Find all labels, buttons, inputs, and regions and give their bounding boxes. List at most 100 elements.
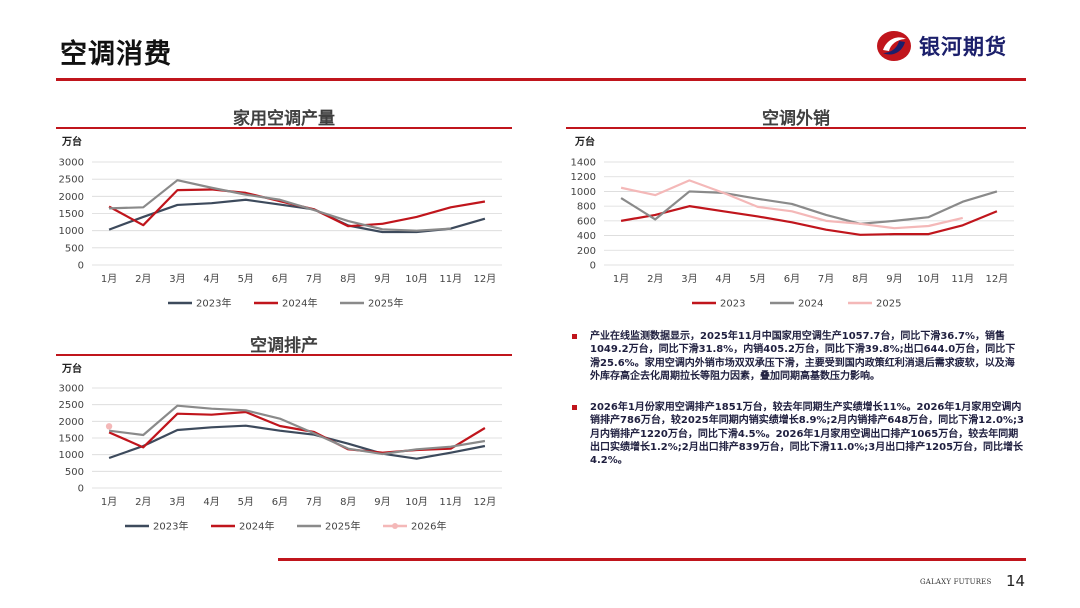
bullet-square-icon	[572, 405, 577, 411]
schedule-line-chart: 0 500 1000 1500 2000 2500 3000 1月 2月 3月 4月 5月 6月 7月 8月…	[59, 384, 502, 533]
series-line	[620, 190, 998, 225]
x-tick-label: 3月	[169, 273, 185, 285]
y-tick-label: 1000	[59, 450, 84, 461]
x-tick-label: 7月	[818, 273, 834, 285]
y-unit-label: 万台	[62, 137, 82, 148]
y-tick-label: 3000	[59, 384, 84, 395]
x-tick-label: 10月	[917, 273, 940, 285]
x-tick-label: 1月	[613, 273, 629, 285]
x-tick-label: 4月	[203, 496, 219, 508]
y-tick-label: 2000	[59, 192, 84, 203]
x-tick-label: 5月	[238, 273, 254, 285]
x-tick-label: 8月	[340, 273, 356, 285]
x-tick-label: 2月	[135, 496, 151, 508]
chart-title-rule	[56, 354, 512, 356]
y-tick-label: 2500	[59, 400, 84, 411]
y-tick-label: 200	[577, 246, 596, 257]
x-tick-label: 3月	[169, 496, 185, 508]
y-tick-label: 3000	[59, 158, 84, 169]
x-tick-label: 5月	[238, 496, 254, 508]
page-number: 14	[1006, 572, 1026, 590]
legend-label: 2025年	[325, 520, 360, 533]
x-tick-label: 9月	[374, 496, 390, 508]
y-tick-label: 1000	[59, 226, 84, 237]
series-line	[109, 179, 451, 232]
series-line	[108, 198, 486, 234]
y-unit-label: 万台	[62, 364, 82, 375]
series-line	[108, 404, 486, 456]
title-divider	[56, 78, 1026, 81]
series-line	[620, 179, 964, 230]
legend-label: 2024年	[239, 520, 274, 533]
x-tick-label: 12月	[474, 496, 497, 508]
x-tick-label: 2月	[647, 273, 663, 285]
series-line	[108, 424, 486, 460]
x-tick-label: 8月	[852, 273, 868, 285]
y-tick-label: 500	[65, 467, 84, 478]
series-line	[620, 205, 998, 236]
legend-label: 2024年	[282, 297, 317, 310]
y-tick-label: 1400	[571, 158, 596, 169]
x-tick-label: 7月	[306, 496, 322, 508]
bullet-square-icon	[572, 334, 577, 339]
legend-label: 2023年	[196, 297, 231, 310]
galaxy-logo-icon	[877, 31, 911, 61]
commentary: 产业在线监测数据显示，2025年11月中国家用空调生产1057.7台，同比下滑3…	[572, 330, 1024, 486]
legend-label: 2025年	[368, 297, 403, 310]
legend-label: 2023	[720, 299, 745, 310]
legend-label: 2025	[876, 299, 901, 310]
x-tick-label: 8月	[340, 496, 356, 508]
x-tick-label: 10月	[405, 273, 428, 285]
production-line-chart: 0 500 1000 1500 2000 2500 3000 1月 2月 3月 4月 5月 6月 7月 8月…	[59, 158, 502, 310]
y-tick-label: 1500	[59, 209, 84, 220]
export-line-chart: 0 200 400 600 800 1000 1200 1400 1月 2月 3月 4月 5月 6月 7月 8…	[571, 158, 1014, 310]
note-paragraph: 产业在线监测数据显示，2025年11月中国家用空调生产1057.7台，同比下滑3…	[572, 330, 1024, 383]
brand-name: 银河期货	[919, 35, 1007, 59]
x-tick-label: 4月	[203, 273, 219, 285]
x-tick-label: 10月	[405, 496, 428, 508]
chart-title-rule	[56, 127, 512, 129]
y-tick-label: 1000	[571, 187, 596, 198]
y-tick-label: 0	[590, 261, 596, 272]
legend-label: 2024	[798, 299, 823, 310]
page-title: 空调消费	[60, 39, 172, 70]
x-tick-label: 11月	[439, 496, 462, 508]
x-tick-label: 7月	[306, 273, 322, 285]
legend-label: 2026年	[411, 520, 446, 533]
footer-divider	[278, 558, 1026, 561]
chart-title-export: 空调外销	[762, 109, 830, 129]
x-tick-label: 3月	[681, 273, 697, 285]
y-tick-label: 2500	[59, 175, 84, 186]
x-tick-label: 6月	[272, 496, 288, 508]
legend-marker	[392, 523, 398, 529]
note-paragraph: 2026年1月份家用空调排产1851万台，较去年同期生产实绩增长11%。2026…	[572, 401, 1024, 467]
chart-title-rule	[566, 127, 1026, 129]
chart-title-production: 家用空调产量	[233, 109, 335, 129]
x-tick-label: 2月	[135, 273, 151, 285]
x-tick-label: 11月	[951, 273, 974, 285]
chart-title-schedule: 空调排产	[250, 336, 318, 356]
note-text: 2026年1月份家用空调排产1851万台，较去年同期生产实绩增长11%。2026…	[590, 402, 1024, 467]
series-point	[105, 423, 113, 430]
x-tick-label: 12月	[986, 273, 1009, 285]
x-tick-label: 6月	[272, 273, 288, 285]
y-tick-label: 0	[78, 484, 84, 495]
y-tick-label: 400	[577, 231, 596, 242]
legend-label: 2023年	[153, 520, 188, 533]
x-tick-label: 4月	[715, 273, 731, 285]
note-text: 产业在线监测数据显示，2025年11月中国家用空调生产1057.7台，同比下滑3…	[590, 331, 1016, 382]
y-tick-label: 1200	[571, 172, 596, 183]
footer-brand: GALAXY FUTURES	[920, 578, 992, 586]
x-tick-label: 1月	[101, 496, 117, 508]
y-tick-label: 500	[65, 243, 84, 254]
y-tick-label: 600	[577, 216, 596, 227]
y-tick-label: 2000	[59, 417, 84, 428]
x-tick-label: 12月	[474, 273, 497, 285]
x-tick-label: 1月	[101, 273, 117, 285]
x-tick-label: 5月	[750, 273, 766, 285]
x-tick-label: 9月	[886, 273, 902, 285]
x-tick-label: 9月	[374, 273, 390, 285]
brand-logo: 银河期货	[875, 28, 1007, 64]
y-unit-label: 万台	[575, 137, 595, 148]
y-tick-label: 1500	[59, 434, 84, 445]
